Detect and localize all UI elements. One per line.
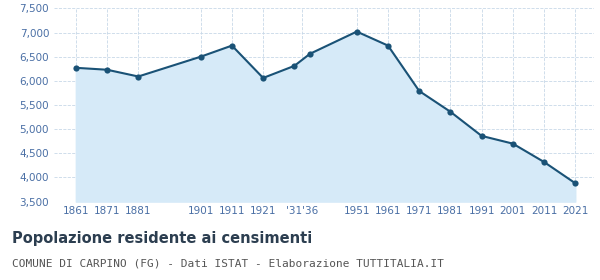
- Point: [571, 181, 580, 185]
- Point: [259, 76, 268, 80]
- Point: [477, 134, 487, 138]
- Point: [352, 29, 362, 34]
- Point: [196, 55, 206, 59]
- Point: [71, 66, 80, 70]
- Point: [227, 43, 237, 48]
- Point: [415, 89, 424, 93]
- Text: COMUNE DI CARPINO (FG) - Dati ISTAT - Elaborazione TUTTITALIA.IT: COMUNE DI CARPINO (FG) - Dati ISTAT - El…: [12, 259, 444, 269]
- Point: [290, 64, 299, 68]
- Point: [383, 43, 393, 48]
- Point: [133, 74, 143, 79]
- Point: [508, 141, 518, 146]
- Point: [102, 67, 112, 72]
- Point: [446, 109, 455, 114]
- Point: [305, 52, 315, 56]
- Text: Popolazione residente ai censimenti: Popolazione residente ai censimenti: [12, 231, 312, 246]
- Point: [539, 160, 549, 164]
